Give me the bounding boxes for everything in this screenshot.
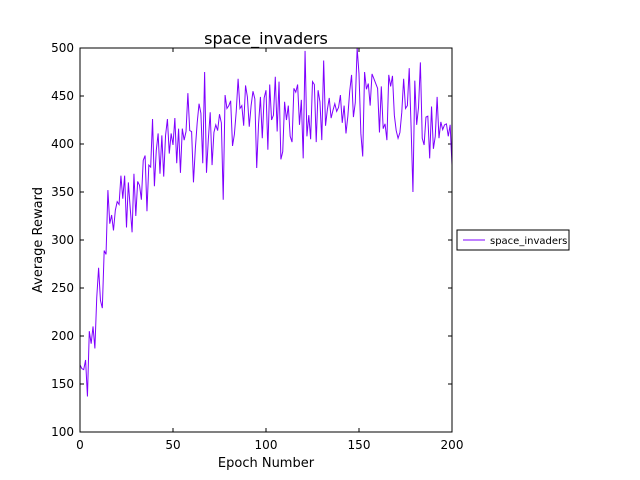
- x-tick-label: 50: [165, 438, 180, 452]
- y-tick-label: 300: [51, 233, 74, 247]
- y-tick-label: 250: [51, 281, 74, 295]
- y-axis-label: Average Reward: [31, 187, 46, 293]
- y-tick-label: 400: [51, 137, 74, 151]
- tick-labels: 0 50 100 150 200 100 150 200 250 300 350 400 450 500: [51, 41, 463, 452]
- y-tick-label: 450: [51, 89, 74, 103]
- x-tick-label: 200: [441, 438, 464, 452]
- chart-title: space_invaders: [204, 29, 328, 49]
- y-tick-label: 100: [51, 425, 74, 439]
- plot-frame: [79, 47, 453, 433]
- legend-label: space_invaders: [490, 236, 567, 247]
- y-tick-label: 200: [51, 329, 74, 343]
- legend: space_invaders: [456, 229, 570, 251]
- series-line-space-invaders: [79, 47, 453, 397]
- legend-box: [456, 229, 570, 251]
- x-tick-label: 150: [348, 438, 371, 452]
- y-tick-label: 150: [51, 377, 74, 391]
- y-tick-label: 350: [51, 185, 74, 199]
- x-tick-label: 100: [255, 438, 278, 452]
- x-tick-label: 0: [76, 438, 84, 452]
- y-tick-label: 500: [51, 41, 74, 55]
- plot-area: [80, 48, 452, 432]
- x-axis-label: Epoch Number: [218, 456, 315, 471]
